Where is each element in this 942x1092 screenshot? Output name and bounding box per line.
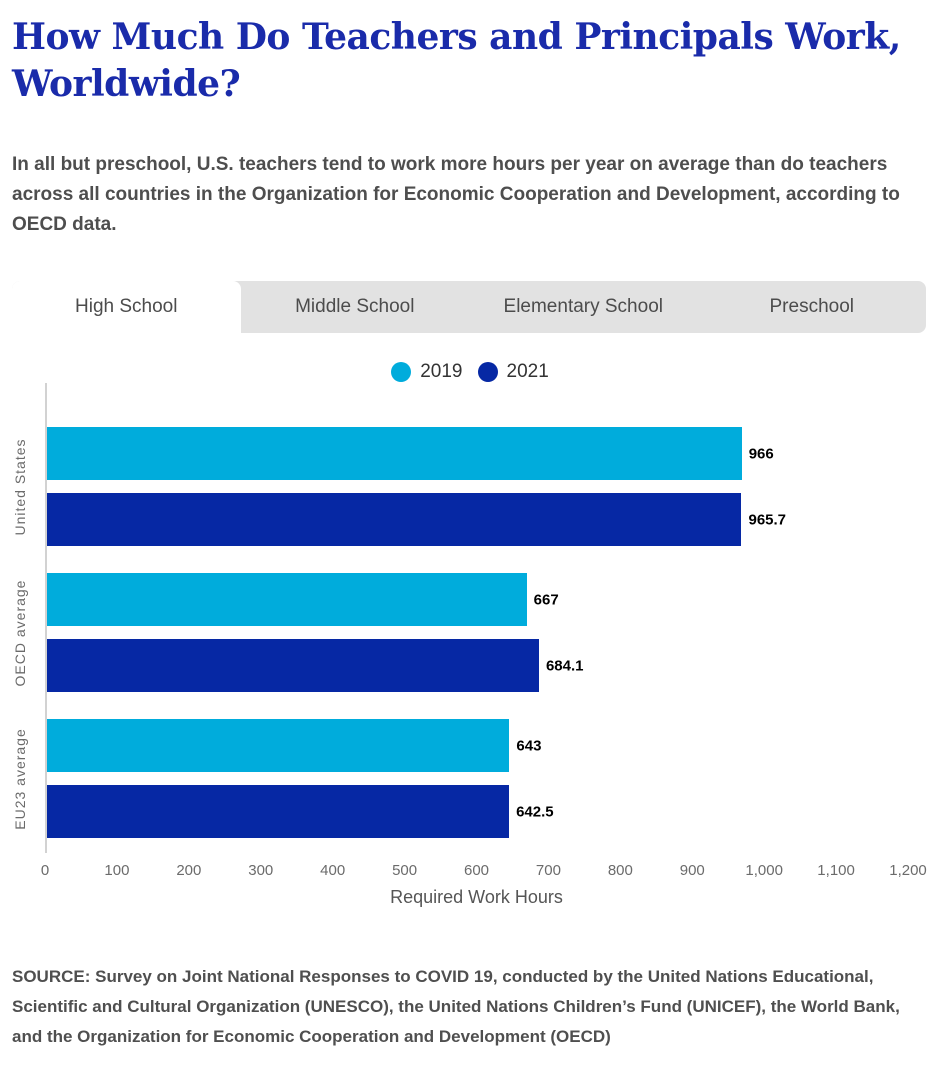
bar-oecd-average-2021 xyxy=(47,639,539,692)
legend-label-2021: 2021 xyxy=(506,361,549,382)
x-axis-label: Required Work Hours xyxy=(390,887,563,907)
value-label: 684.1 xyxy=(545,657,584,674)
bar-united-states-2019 xyxy=(47,427,742,480)
x-tick-label: 600 xyxy=(463,862,490,879)
x-tick-label: 1,200 xyxy=(889,862,927,879)
value-label: 966 xyxy=(748,445,774,462)
subtitle: In all but preschool, U.S. teachers tend… xyxy=(12,154,900,235)
bar-chart: United States 966 965.7 OECD average 667 684.… xyxy=(12,383,928,908)
bar-united-states-2021 xyxy=(47,493,742,546)
x-tick-label: 100 xyxy=(104,862,130,879)
page-title-line-2: Worldwide? xyxy=(12,63,241,105)
tab-elementary-school[interactable]: Elementary School xyxy=(503,296,663,317)
x-tick-label: 900 xyxy=(679,862,705,879)
category-label: EU23 average xyxy=(12,727,28,830)
x-tick-label: 300 xyxy=(248,862,274,879)
chart-legend: 2019 2021 xyxy=(12,361,928,383)
bar-eu23-average-2021 xyxy=(47,785,510,838)
page-title: How Much Do Teachers and Principals Work… xyxy=(12,14,928,108)
legend-item-2021: 2021 xyxy=(477,361,549,383)
category-label: OECD average xyxy=(12,579,28,686)
x-tick-label: 500 xyxy=(392,862,418,879)
x-tick-label: 200 xyxy=(176,862,202,879)
tab-middle-school[interactable]: Middle School xyxy=(295,296,415,317)
tab-bar: High School Middle School Elementary Sch… xyxy=(12,281,926,333)
tab-preschool[interactable]: Preschool xyxy=(769,296,855,317)
bar-oecd-average-2019 xyxy=(47,573,527,626)
x-tick-label: 1,000 xyxy=(745,862,783,879)
legend-label-2019: 2019 xyxy=(420,361,463,382)
value-label: 643 xyxy=(516,737,542,754)
category-label: United States xyxy=(12,437,28,536)
value-label: 642.5 xyxy=(516,803,554,820)
x-tick-label: 400 xyxy=(320,862,346,879)
tab-high-school[interactable]: High School xyxy=(12,281,241,333)
legend-swatch-2021-icon xyxy=(477,362,498,382)
x-tick-label: 800 xyxy=(607,862,633,879)
x-tick-label: 1,100 xyxy=(817,862,855,879)
plot-area: United States 966 965.7 OECD average 667 684.… xyxy=(12,383,908,853)
source-note: SOURCE: Survey on Joint National Respons… xyxy=(12,967,900,1046)
x-tick-label: 0 xyxy=(40,862,50,879)
legend-swatch-2019-icon xyxy=(391,362,412,382)
x-axis-ticks: 0 100 200 300 400 500 600 700 800 900 1,000 1,100 1,… xyxy=(41,862,927,882)
legend-item-2019: 2019 xyxy=(391,361,463,383)
value-label: 667 xyxy=(533,591,559,608)
value-label: 965.7 xyxy=(748,511,787,528)
bar-eu23-average-2019 xyxy=(47,719,510,772)
x-tick-label: 700 xyxy=(535,862,561,879)
page-title-line-1: How Much Do Teachers and Principals Work… xyxy=(12,16,901,58)
